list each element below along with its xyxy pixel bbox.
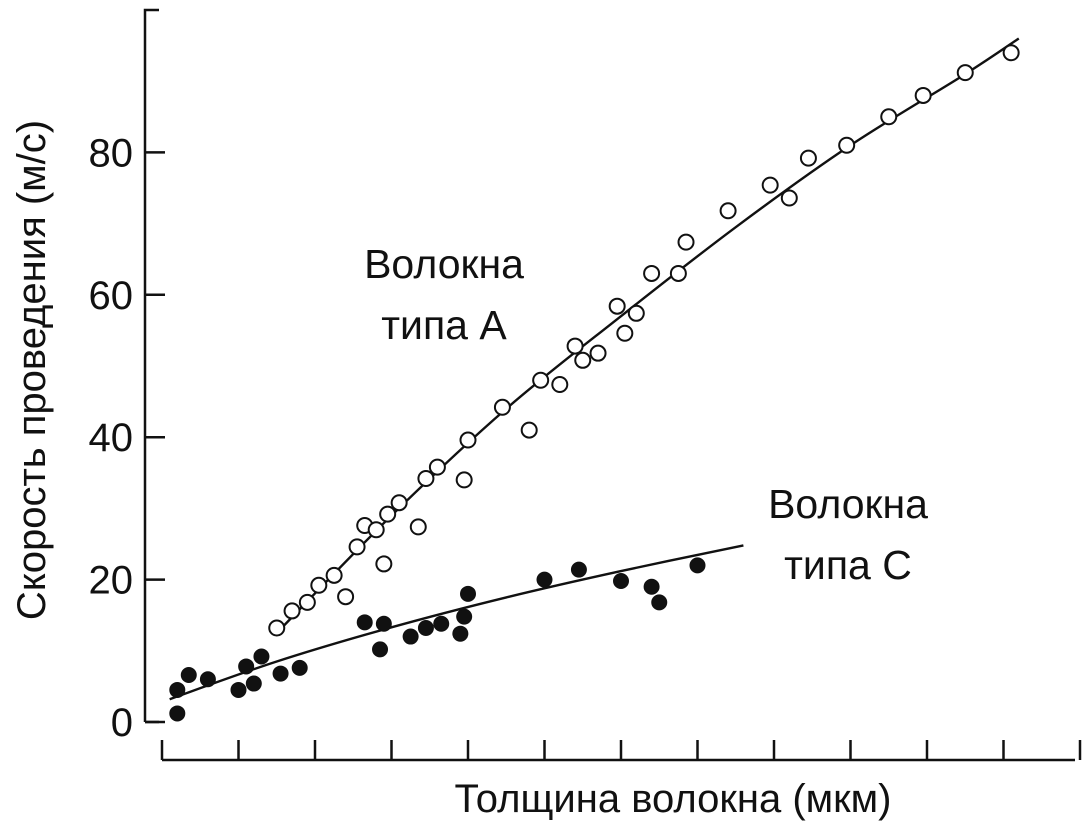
data-point-type-a [459,431,477,449]
data-point-type-a [325,566,343,584]
fit-curve-type-c [169,544,744,701]
data-points [169,44,1020,722]
y-tick-label: 40 [89,416,134,460]
data-point-type-a [375,555,393,573]
y-tick-label: 60 [89,274,134,318]
annotation-fiber-type-c: Волокна типа С [768,481,928,588]
annotation-a-line-2: типа А [381,302,507,348]
y-tick-label: 0 [111,701,133,745]
data-point-type-a [627,304,645,322]
data-point-type-a [608,297,626,315]
data-point-type-c [238,658,255,675]
data-point-type-a [956,64,974,82]
data-point-type-a [428,458,446,476]
data-point-type-c [169,681,186,698]
data-point-type-c [402,628,419,645]
data-point-type-a [566,337,584,355]
data-point-type-c [651,594,668,611]
data-point-type-a [838,136,856,154]
data-point-type-a [337,588,355,606]
data-point-type-c [199,671,216,688]
data-point-type-a [616,324,634,342]
data-point-type-a [1002,44,1020,62]
data-point-type-a [669,264,687,282]
data-point-type-a [589,344,607,362]
data-point-type-a [455,471,473,489]
data-point-type-c [253,648,270,665]
data-point-type-c [417,620,434,637]
data-point-type-a [348,538,366,556]
data-point-type-a [268,619,286,637]
annotation-fiber-type-a: Волокна типа А [364,241,524,348]
data-point-type-c [356,614,373,631]
data-point-type-c [643,578,660,595]
y-tick-label: 80 [89,131,134,175]
data-point-type-c [180,667,197,684]
data-point-type-a [677,233,695,251]
data-point-type-c [372,641,389,658]
data-point-type-c [245,675,262,692]
data-point-type-a [719,202,737,220]
data-point-type-a [367,521,385,539]
data-point-type-a [643,264,661,282]
x-axis-title: Толщина волокна (мкм) [454,777,891,821]
data-point-type-c [230,681,247,698]
data-point-type-c [536,571,553,588]
data-point-type-c [460,585,476,602]
data-point-type-a [551,376,569,394]
fit-curves [169,37,1020,701]
data-point-type-a [761,176,779,194]
data-point-type-c [272,665,289,682]
annotation-c-line-2: типа С [784,542,912,588]
data-point-type-a [417,469,435,487]
data-point-type-a [390,494,408,512]
y-tick-label: 20 [89,559,134,603]
data-point-type-a [379,505,397,523]
annotation-c-line-1: Волокна [768,481,928,527]
data-point-type-a [780,189,798,207]
data-point-type-c [291,659,308,676]
data-point-type-c [433,615,450,632]
data-point-type-c [456,608,473,625]
data-point-type-a [310,576,328,594]
data-point-type-a [799,149,817,167]
data-point-type-a [532,371,550,389]
y-axis-line [143,8,159,722]
y-axis-ticks: 0 20 40 60 80 [89,131,165,745]
data-point-type-a [574,351,592,369]
data-point-type-a [493,398,511,416]
data-point-type-a [409,518,427,536]
data-point-type-a [914,86,932,104]
data-point-type-a [283,602,301,620]
data-point-type-c [570,561,587,578]
data-point-type-a [520,421,538,439]
annotation-a-line-1: Волокна [364,241,524,287]
data-point-type-a [880,108,898,126]
data-point-type-c [689,557,706,574]
data-point-type-c [375,615,392,632]
data-point-type-c [452,625,469,642]
data-point-type-a [298,593,316,611]
axes: 0 20 40 60 80 [89,8,1082,762]
x-axis-ticks [160,740,1082,760]
data-point-type-c [613,573,629,590]
y-axis-title: Скорость проведения (м/с) [10,120,54,620]
data-point-type-c [169,705,186,722]
